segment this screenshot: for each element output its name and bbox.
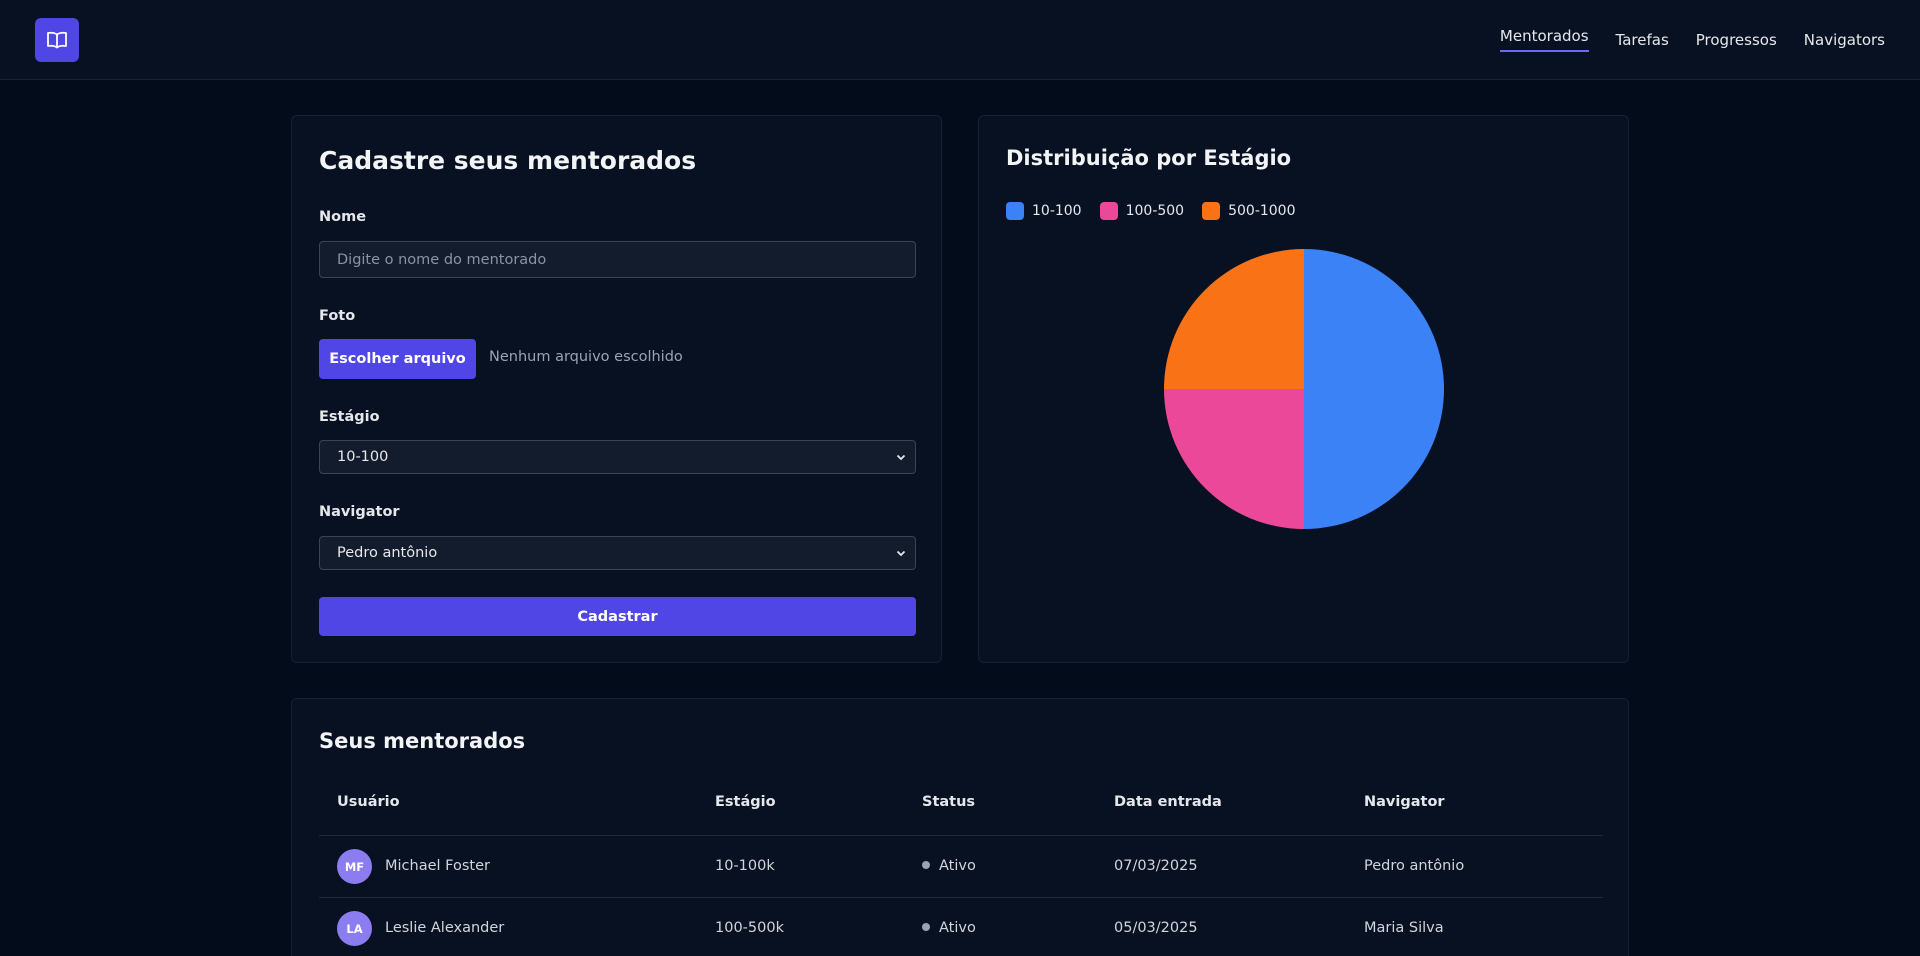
photo-label: Foto [319,308,356,324]
legend-label: 100-500 [1125,203,1185,219]
file-status-text: Nenhum arquivo escolhido [489,349,683,365]
submit-button[interactable]: Cadastrar [319,597,916,636]
status-badge: Ativo [922,920,976,936]
top-navbar: Mentorados Tarefas Progressos Navigators [0,0,1920,80]
main-nav: Mentorados Tarefas Progressos Navigators [1499,0,1885,80]
navigator-label: Navigator [319,504,400,520]
chevron-down-icon [896,550,906,557]
navigator-select[interactable]: Pedro antônio [319,536,916,570]
mentees-table-card: Seus mentorados Usuário Estágio Status D… [291,698,1629,956]
status-badge: Ativo [922,858,976,874]
stage-select-value: 10-100 [337,449,389,465]
chart-title: Distribuição por Estágio [1006,146,1292,170]
table-row[interactable]: LA Leslie Alexander 100-500k Ativo 05/03… [319,898,1603,956]
legend-item[interactable]: 100-500 [1099,202,1185,220]
legend-swatch [1006,202,1024,220]
stage-select[interactable]: 10-100 [319,440,916,474]
pie-slice-10-100[interactable] [1304,249,1444,529]
column-header-navigator: Navigator [1364,794,1445,810]
legend-label: 10-100 [1032,203,1082,219]
chevron-down-icon [896,454,906,461]
name-input[interactable]: Digite o nome do mentorado [319,241,916,278]
stage-value: 100-500k [715,920,784,936]
column-header-stage: Estágio [715,794,776,810]
nav-tarefas[interactable]: Tarefas [1615,31,1669,49]
chart-legend: 10-100 100-500 500-1000 [1006,202,1296,220]
pie-chart [1164,249,1444,529]
status-text: Ativo [939,858,976,874]
column-header-date: Data entrada [1114,794,1222,810]
pie-slice-100-500[interactable] [1164,389,1304,529]
legend-item[interactable]: 500-1000 [1202,202,1296,220]
legend-swatch [1202,202,1221,220]
nav-mentorados[interactable]: Mentorados [1499,27,1589,52]
user-name: Leslie Alexander [385,920,505,936]
stage-label: Estágio [319,409,380,425]
legend-label: 500-1000 [1228,203,1296,219]
table-title: Seus mentorados [319,729,526,753]
logo-book-icon[interactable] [35,18,79,62]
status-dot-icon [922,923,930,931]
navigator-select-value: Pedro antônio [337,545,438,561]
nav-navigators[interactable]: Navigators [1803,31,1885,49]
name-input-placeholder: Digite o nome do mentorado [337,251,547,268]
register-form-card: Cadastre seus mentorados Nome Digite o n… [291,115,942,663]
column-header-user: Usuário [337,794,400,810]
entry-date: 07/03/2025 [1114,858,1198,874]
table-header: Usuário Estágio Status Data entrada Navi… [319,794,1603,836]
form-title: Cadastre seus mentorados [319,146,697,175]
entry-date: 05/03/2025 [1114,920,1198,936]
stage-value: 10-100k [715,858,775,874]
navigator-name: Maria Silva [1364,920,1444,936]
stage-distribution-card: Distribuição por Estágio 10-100 100-500 … [978,115,1629,663]
user-name: Michael Foster [385,858,490,874]
avatar: LA [337,911,372,946]
status-dot-icon [922,861,930,869]
name-label: Nome [319,209,367,225]
pie-slice-500-1000[interactable] [1164,249,1304,389]
nav-progressos[interactable]: Progressos [1695,31,1777,49]
legend-swatch [1099,202,1118,220]
choose-file-button[interactable]: Escolher arquivo [319,339,476,379]
avatar: MF [337,849,372,884]
navigator-name: Pedro antônio [1364,858,1465,874]
status-text: Ativo [939,920,976,936]
legend-item[interactable]: 10-100 [1006,202,1082,220]
table-row[interactable]: MF Michael Foster 10-100k Ativo 07/03/20… [319,836,1603,898]
column-header-status: Status [922,794,976,810]
